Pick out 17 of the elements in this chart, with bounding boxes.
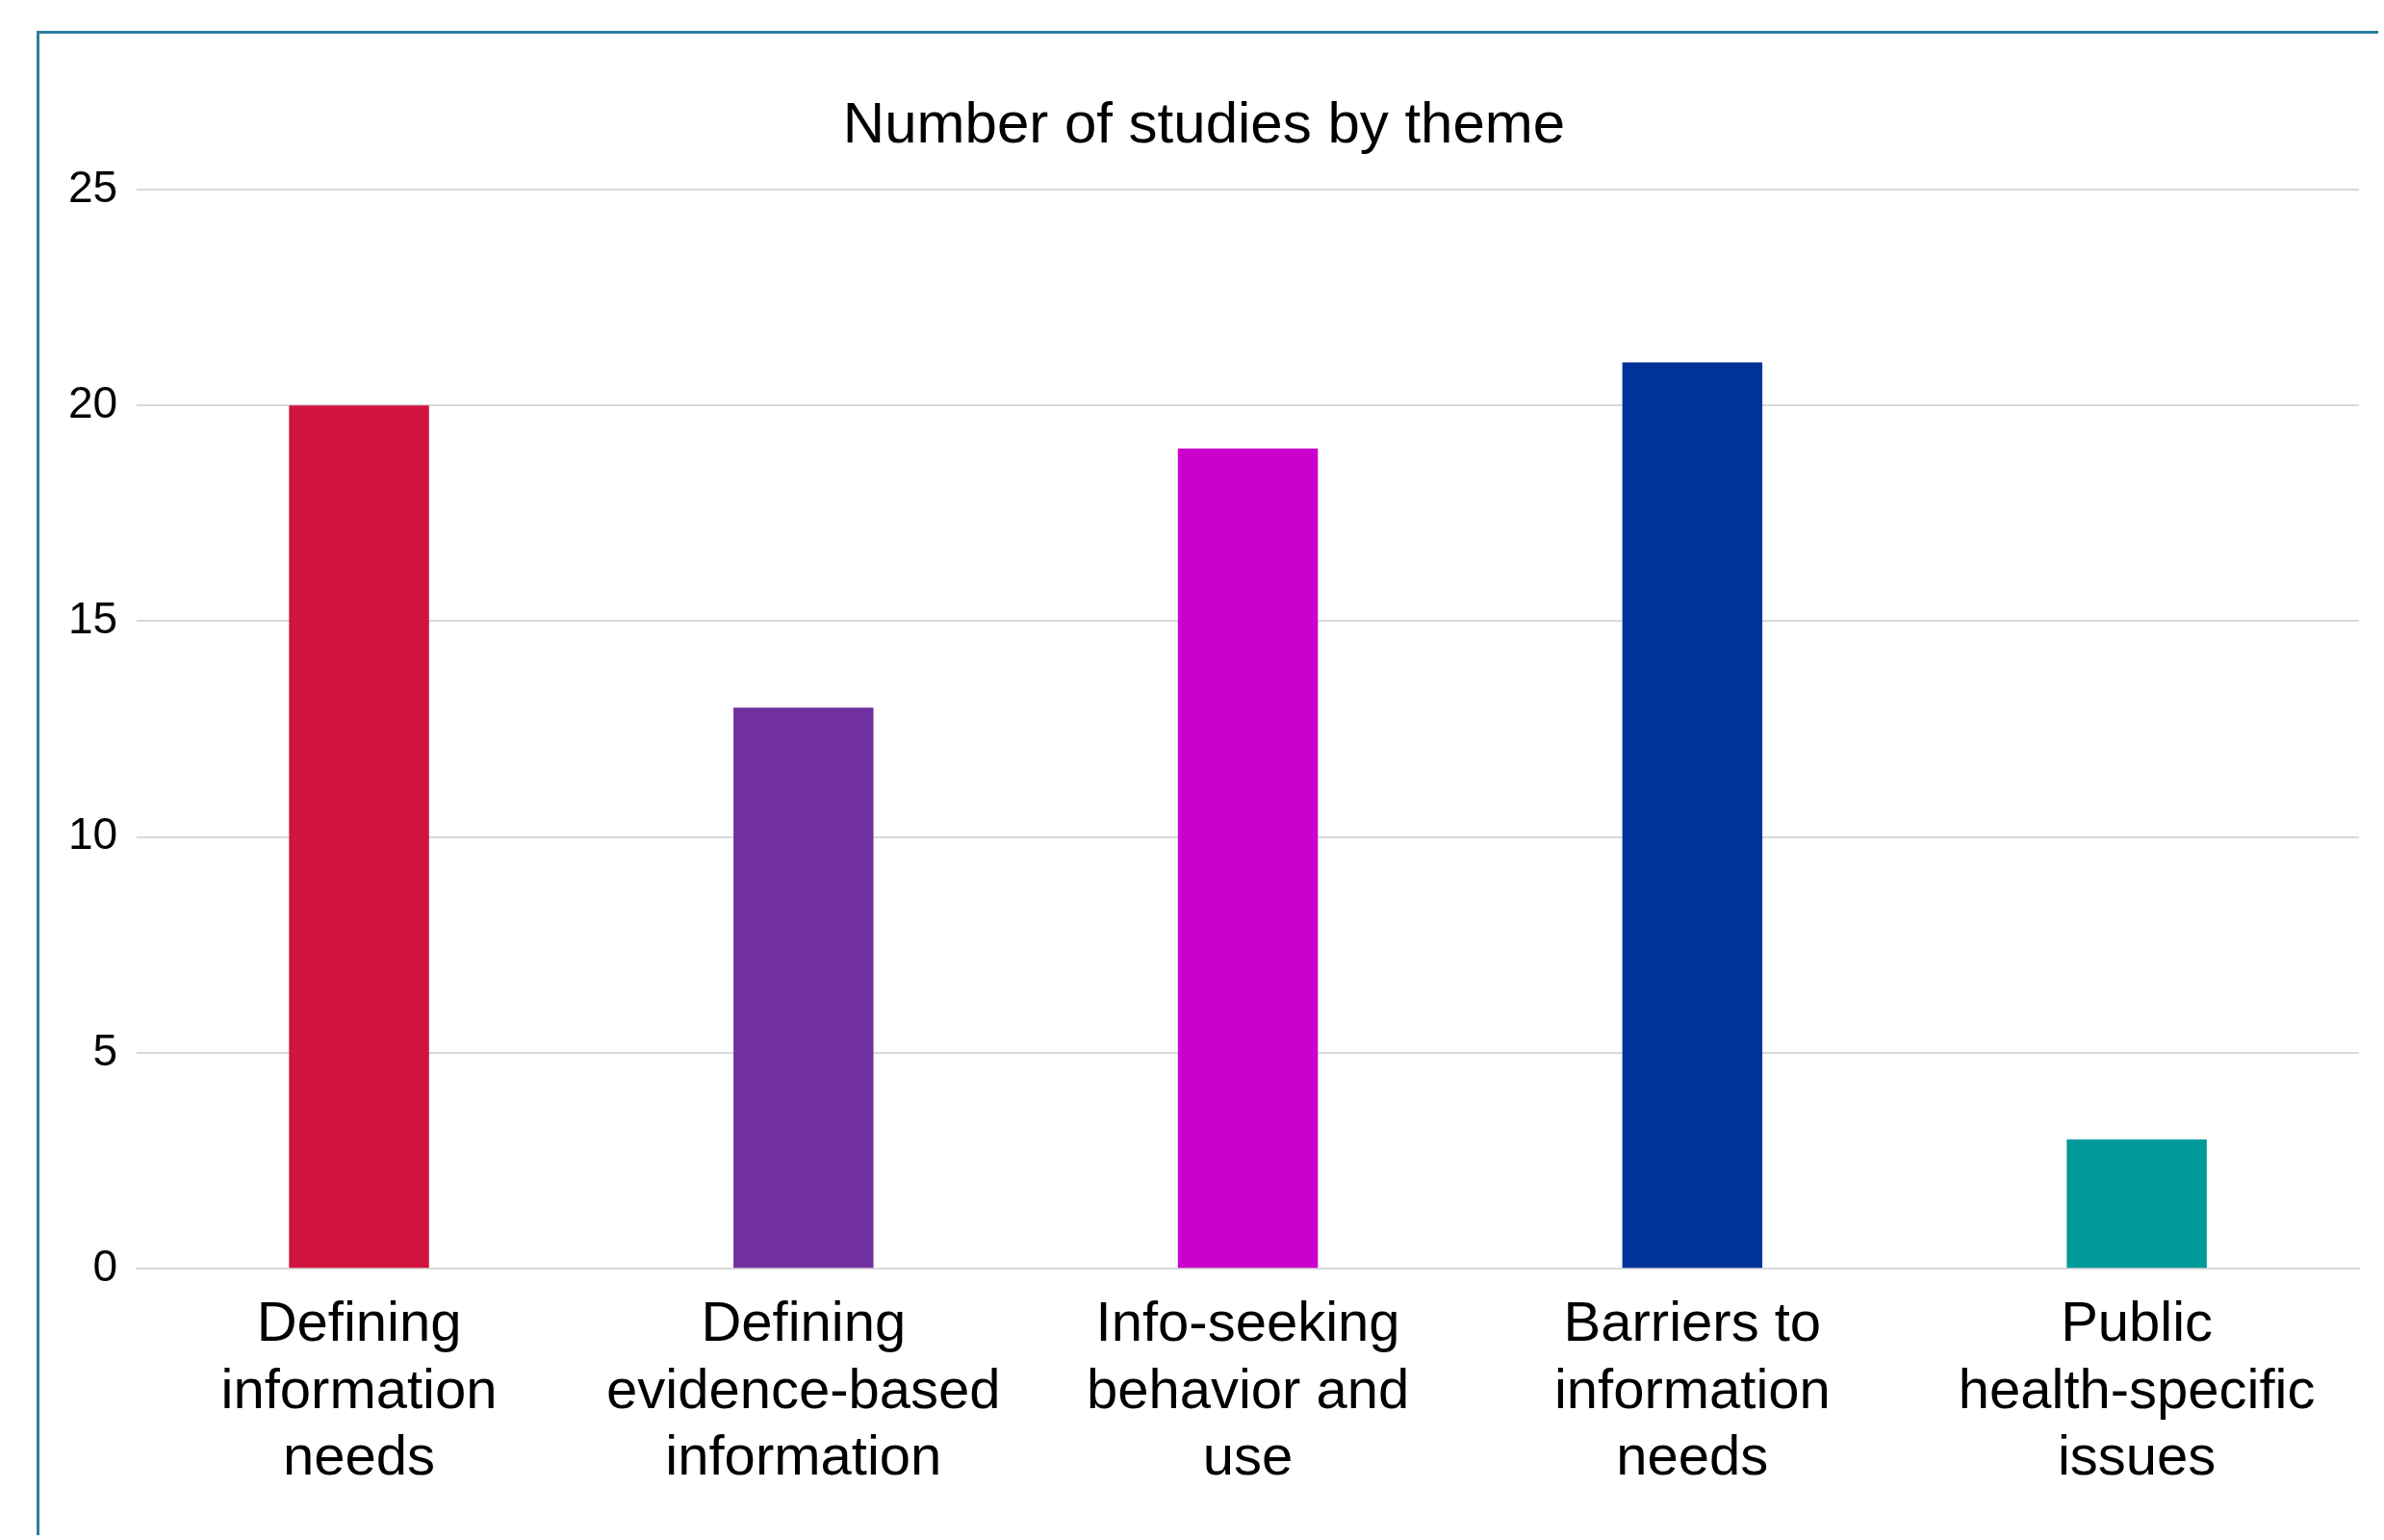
x-tick-label: Defining evidence-based information (606, 1290, 1001, 1487)
bar (2066, 1139, 2207, 1269)
y-tick-label: 10 (67, 808, 118, 860)
x-tick-label: Barriers to information needs (1553, 1290, 1831, 1487)
chart-title: Number of studies by theme (842, 90, 1566, 155)
bar (1177, 449, 1319, 1269)
y-tick-label: 0 (92, 1240, 118, 1291)
x-tick-label: Public health-specific issues (1958, 1290, 2316, 1487)
x-tick-label: Info-seeking behavior and use (1086, 1290, 1410, 1487)
bar (733, 707, 874, 1269)
bar (1622, 362, 1763, 1269)
bar (289, 405, 429, 1269)
y-tick-label: 25 (67, 161, 118, 212)
x-tick-label: Defining information needs (220, 1290, 498, 1487)
y-tick-label: 20 (67, 376, 118, 427)
y-tick-label: 5 (92, 1024, 118, 1075)
y-tick-label: 15 (67, 593, 118, 644)
